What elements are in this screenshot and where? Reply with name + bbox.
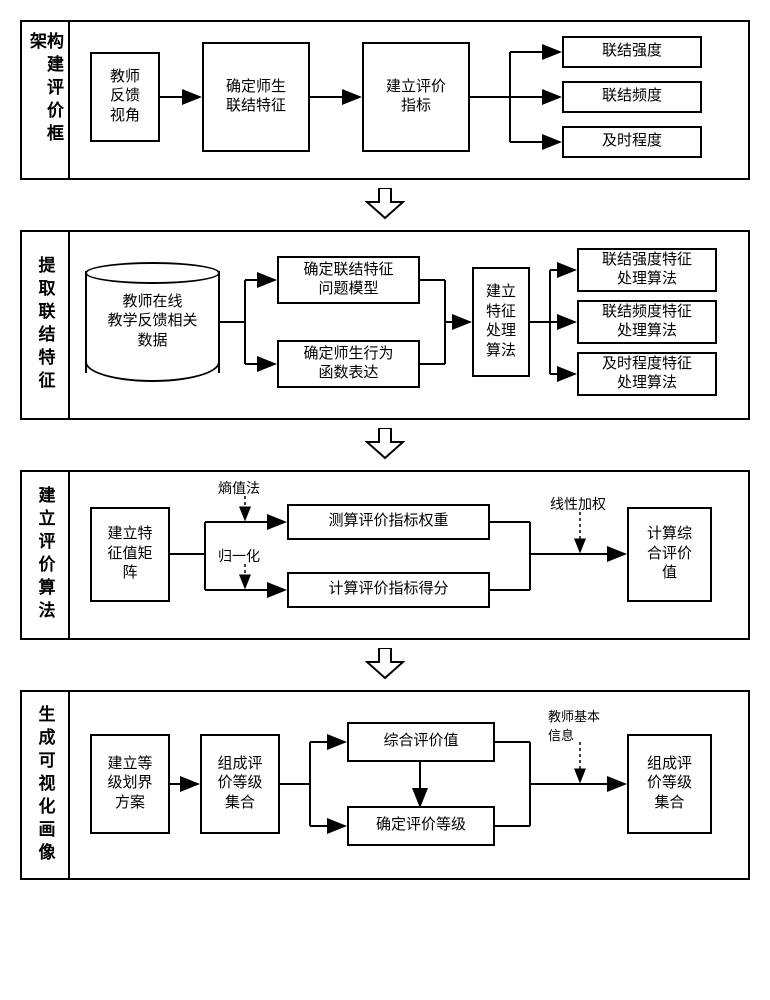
section-4: 生成可视化画像 建立等 级划界 方案 组成评 价等级 集 [20, 690, 750, 880]
section-3-label: 建立评价算法 [22, 472, 70, 638]
section-3-label-text: 建立评价算法 [37, 486, 54, 624]
section-1-label: 构建评价框架 [22, 22, 70, 178]
connector-2-3 [20, 428, 750, 460]
section-4-label: 生成可视化画像 [22, 692, 70, 878]
down-arrow-icon [365, 428, 405, 460]
section-1-label-text: 构建评价框架 [28, 32, 62, 168]
box-4d: 组成评 价等级 集合 [627, 734, 712, 834]
section-2-label-text: 提取联结特征 [37, 256, 54, 394]
box-1b: 确定师生 联结特征 [202, 42, 310, 152]
section-2-body: 教师在线 教学反馈相关 数据 确定联结特征 问题模型 确定师生行为 函数表达 建… [70, 232, 748, 418]
section-2-label: 提取联结特征 [22, 232, 70, 418]
box-2d3: 及时程度特征 处理算法 [577, 352, 717, 396]
section-4-body: 建立等 级划界 方案 组成评 价等级 集合 综合评价值 确定评价等级 教师基本 … [70, 692, 748, 878]
box-3a: 建立特 征值矩 阵 [90, 507, 170, 602]
section-1-body: 教师 反馈 视角 确定师生 联结特征 建立评价 指标 联结强度 联结频度 及时程… [70, 22, 748, 178]
box-2b1: 确定联结特征 问题模型 [277, 256, 420, 304]
down-arrow-icon [365, 188, 405, 220]
box-4a: 建立等 级划界 方案 [90, 734, 170, 834]
box-3b2: 计算评价指标得分 [287, 572, 490, 608]
box-2c: 建立 特征 处理 算法 [472, 267, 530, 377]
connector-3-4 [20, 648, 750, 680]
box-1d1: 联结强度 [562, 36, 702, 68]
connector-1-2 [20, 188, 750, 220]
box-4c1: 综合评价值 [347, 722, 495, 762]
box-4c2: 确定评价等级 [347, 806, 495, 846]
section-4-label-text: 生成可视化画像 [37, 705, 54, 866]
anno-teacher-info: 教师基本 信息 [548, 706, 600, 744]
cylinder-data: 教师在线 教学反馈相关 数据 [85, 262, 220, 382]
section-2: 提取联结特征 教师在线 [20, 230, 750, 420]
box-2d2: 联结频度特征 处理算法 [577, 300, 717, 344]
cylinder-text: 教师在线 教学反馈相关 数据 [99, 293, 205, 352]
box-1c: 建立评价 指标 [362, 42, 470, 152]
anno-normalize: 归一化 [218, 546, 260, 566]
box-3b1: 测算评价指标权重 [287, 504, 490, 540]
box-1d3: 及时程度 [562, 126, 702, 158]
box-4b: 组成评 价等级 集合 [200, 734, 280, 834]
anno-entropy: 熵值法 [218, 478, 260, 498]
box-2b2: 确定师生行为 函数表达 [277, 340, 420, 388]
box-1a: 教师 反馈 视角 [90, 52, 160, 142]
section-3-body: 建立特 征值矩 阵 熵值法 归一化 测算评价指标权重 计算评价指标得分 线性加权… [70, 472, 748, 638]
box-2d1: 联结强度特征 处理算法 [577, 248, 717, 292]
down-arrow-icon [365, 648, 405, 680]
box-3c: 计算综 合评价 值 [627, 507, 712, 602]
section-3: 建立评价算法 建立特 征值矩 阵 熵值法 归一化 [20, 470, 750, 640]
anno-linear-weight: 线性加权 [550, 494, 606, 514]
section-1: 构建评价框架 教师 反馈 视角 确定师生 联结特征 建立评价 指标 联结强度 联… [20, 20, 750, 180]
box-1d2: 联结频度 [562, 81, 702, 113]
